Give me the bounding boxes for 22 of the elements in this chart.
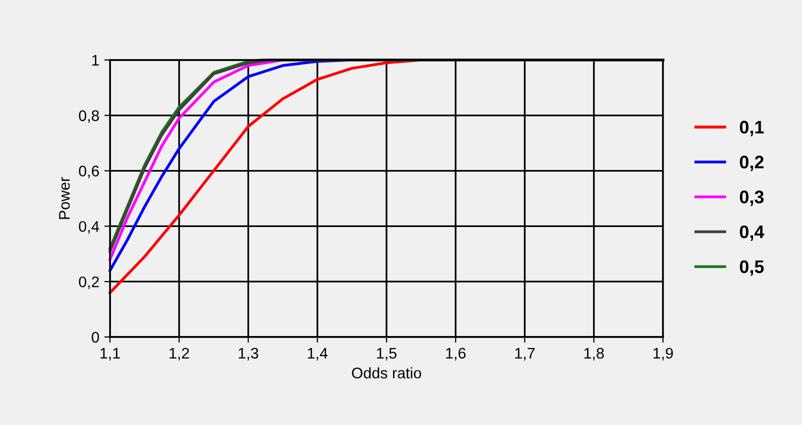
x-tick-label: 1,5 bbox=[377, 348, 396, 360]
x-tick-label: 1,6 bbox=[446, 348, 466, 360]
legend-label: 0,2 bbox=[740, 156, 764, 172]
legend-label: 0,3 bbox=[740, 190, 764, 206]
y-axis-title: Power bbox=[59, 177, 70, 219]
legend-label: 0,4 bbox=[740, 225, 764, 241]
y-tick-label: 1 bbox=[92, 55, 99, 66]
x-tick-label: 1,1 bbox=[100, 348, 120, 360]
legend-label: 0,1 bbox=[740, 120, 764, 136]
x-tick-label: 1,4 bbox=[308, 348, 328, 360]
y-tick-label: 0 bbox=[92, 332, 99, 343]
x-axis-title: Odds ratio bbox=[352, 367, 422, 378]
y-tick-label: 0,2 bbox=[78, 276, 99, 290]
y-tick-label: 0,4 bbox=[78, 221, 100, 234]
y-tick-label: 0,6 bbox=[78, 166, 99, 178]
x-tick-label: 1,3 bbox=[238, 348, 258, 360]
x-tick-label: 1,9 bbox=[654, 348, 673, 360]
legend-label: 0,5 bbox=[740, 260, 764, 276]
y-tick-label: 0,8 bbox=[78, 110, 99, 123]
x-tick-label: 1,7 bbox=[515, 348, 535, 360]
x-tick-label: 1,8 bbox=[584, 348, 604, 360]
x-tick-label: 1,2 bbox=[170, 348, 189, 360]
